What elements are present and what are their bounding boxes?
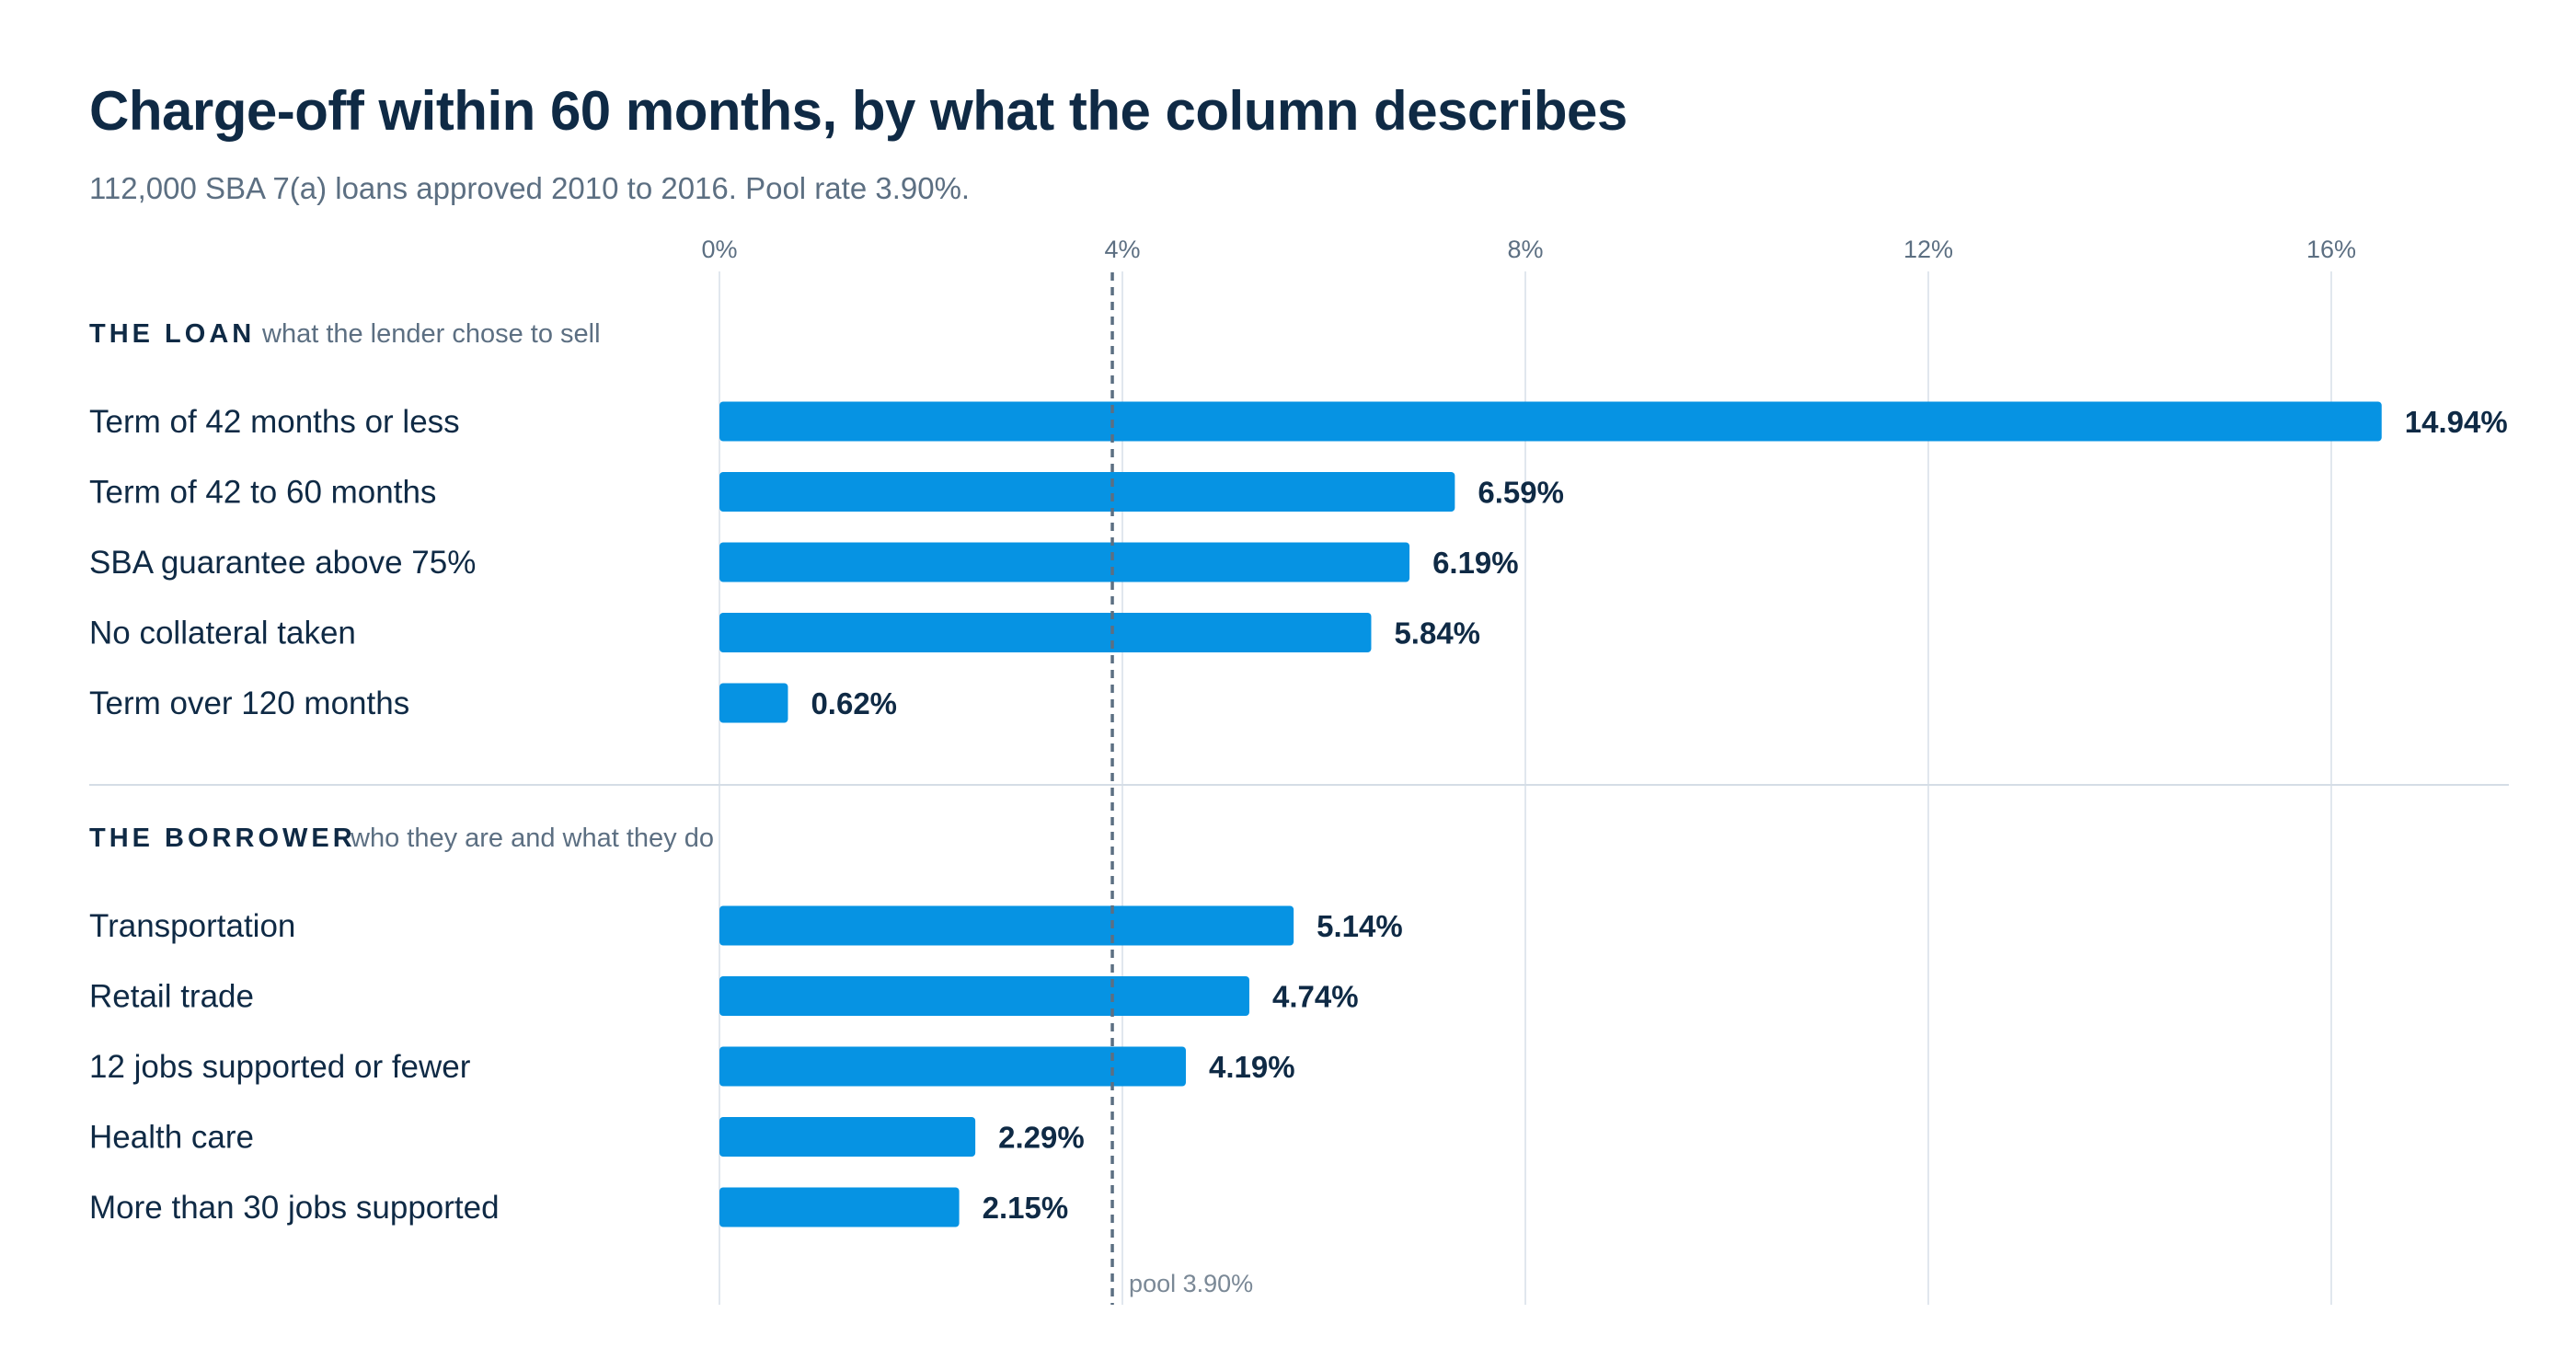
reference-line-label: pool 3.90% [1129, 1270, 1253, 1297]
chart-subtitle: 112,000 SBA 7(a) loans approved 2010 to … [89, 171, 971, 205]
value-label: 14.94% [2405, 405, 2508, 439]
bar [719, 905, 1294, 946]
value-label: 6.19% [1432, 546, 1519, 580]
value-label: 4.74% [1272, 980, 1359, 1014]
value-label: 5.84% [1394, 616, 1480, 651]
bar [719, 401, 2382, 442]
bar [719, 1187, 960, 1227]
x-tick-label: 12% [1903, 236, 1953, 263]
category-label: Transportation [89, 908, 295, 944]
category-label: 12 jobs supported or fewer [89, 1049, 471, 1085]
bar [719, 976, 1249, 1016]
chart-title: Charge-off within 60 months, by what the… [89, 80, 1627, 142]
bar [719, 542, 1410, 582]
category-label: Term of 42 to 60 months [89, 475, 436, 511]
section-title: THE LOAN [89, 319, 255, 349]
value-label: 2.15% [983, 1191, 1069, 1225]
bar [719, 1117, 976, 1157]
category-label: SBA guarantee above 75% [89, 545, 476, 581]
bar [719, 472, 1455, 512]
value-label: 0.62% [811, 686, 897, 720]
section-title: THE BORROWER [89, 824, 356, 853]
value-label: 5.14% [1317, 909, 1403, 943]
value-label: 6.59% [1478, 476, 1564, 510]
category-label: No collateral taken [89, 616, 356, 651]
section-description: what the lender chose to sell [261, 319, 601, 349]
category-label: Term over 120 months [89, 686, 409, 721]
category-label: Health care [89, 1120, 254, 1156]
value-label: 4.19% [1209, 1050, 1295, 1084]
x-tick-label: 8% [1507, 236, 1543, 263]
value-label: 2.29% [998, 1121, 1085, 1155]
bar [719, 683, 788, 723]
x-tick-label: 0% [701, 236, 737, 263]
x-tick-label: 16% [2306, 236, 2356, 263]
category-label: More than 30 jobs supported [89, 1190, 500, 1226]
bar [719, 1046, 1186, 1087]
section-description: who they are and what they do [350, 824, 714, 853]
bar [719, 613, 1372, 652]
category-label: Retail trade [89, 979, 254, 1015]
x-tick-label: 4% [1104, 236, 1140, 263]
category-label: Term of 42 months or less [89, 404, 460, 440]
